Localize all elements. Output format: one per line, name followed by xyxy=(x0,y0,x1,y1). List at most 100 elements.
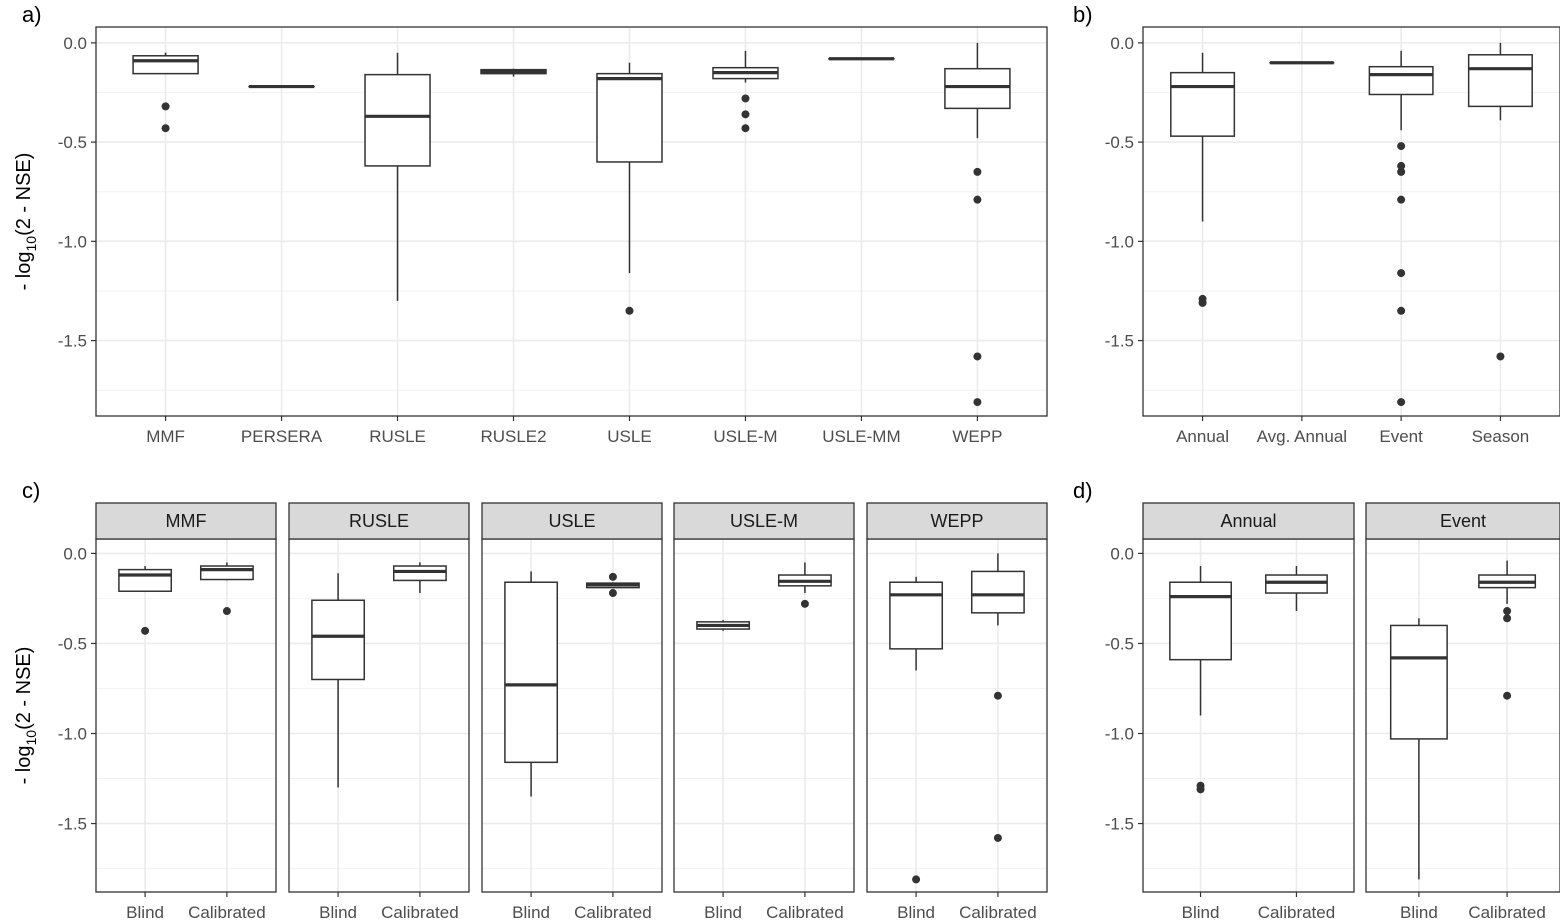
box-body xyxy=(504,581,559,764)
box-blind xyxy=(889,576,944,884)
x-tick-label: Blind xyxy=(126,903,164,921)
facet-strip xyxy=(288,502,470,540)
panel-letter: a) xyxy=(22,2,42,27)
outlier-point xyxy=(1196,785,1205,794)
x-tick-label: Event xyxy=(1379,427,1423,446)
x-tick-label: Blind xyxy=(1182,903,1220,921)
facet-strip-label: RUSLE xyxy=(349,511,409,531)
x-tick-label: Blind xyxy=(897,903,935,921)
outlier-point xyxy=(1397,142,1406,151)
outlier-point xyxy=(1496,352,1505,361)
facet-strip-label: USLE-M xyxy=(730,511,798,531)
box-body xyxy=(1368,65,1434,96)
panel-event: Event Blind Calibrated xyxy=(1365,502,1560,921)
outlier-point xyxy=(912,875,921,884)
x-tick-label: Calibrated xyxy=(766,903,844,921)
panel-wepp: WEPP Blind Calibrated xyxy=(866,502,1048,921)
box-calibrated xyxy=(1265,566,1328,612)
box-blind xyxy=(504,571,559,797)
facet-strip-label: USLE xyxy=(548,511,595,531)
box-body xyxy=(889,581,944,650)
y-tick-label: -1.0 xyxy=(1105,725,1134,744)
panel-annual: Annual Blind Calibrated 0.0 -0.5 -1.0 -1.5 xyxy=(1105,502,1355,921)
y-tick-label: -0.5 xyxy=(1105,133,1134,152)
x-tick-label: RUSLE2 xyxy=(480,427,546,446)
box-body xyxy=(1265,574,1328,594)
box-blind xyxy=(118,566,173,635)
x-tick-label: MMF xyxy=(146,427,185,446)
outlier-point xyxy=(1503,691,1512,700)
outlier-point xyxy=(1198,298,1207,307)
box-blind xyxy=(696,620,751,631)
x-tick-label: WEPP xyxy=(952,427,1002,446)
box-blind xyxy=(1169,566,1232,794)
panel-letter: d) xyxy=(1073,478,1093,503)
facet-strip-label: Annual xyxy=(1220,511,1276,531)
x-tick-label: Blind xyxy=(1400,903,1438,921)
outlier-point xyxy=(741,110,750,119)
box-body xyxy=(596,72,663,163)
box-body xyxy=(1170,71,1236,137)
box-calibrated xyxy=(777,562,832,608)
panel-b: Annual Avg. Annual Event Season 0.0 -0.5 -1.0 -… xyxy=(1105,26,1560,446)
y-tick-label: -1.5 xyxy=(58,815,87,834)
box-body xyxy=(1389,624,1448,740)
outlier-point xyxy=(973,398,982,407)
y-tick-label: -1.5 xyxy=(1105,815,1134,834)
outlier-point xyxy=(608,589,617,598)
box-usle xyxy=(596,62,663,315)
box-calibrated xyxy=(970,553,1025,842)
outlier-point xyxy=(161,124,170,133)
outlier-point xyxy=(1397,306,1406,315)
box-season xyxy=(1467,42,1533,361)
box-body xyxy=(1467,54,1533,108)
y-tick-label: -1.0 xyxy=(1105,232,1134,251)
x-tick-label: Avg. Annual xyxy=(1257,427,1347,446)
outlier-point xyxy=(161,102,170,111)
facet-strip xyxy=(1365,502,1560,540)
panel-border xyxy=(95,26,1048,417)
facet-strip-label: WEPP xyxy=(930,511,983,531)
x-tick-label: Calibrated xyxy=(1258,903,1336,921)
box-calibrated xyxy=(199,562,254,616)
panel-letter: b) xyxy=(1073,2,1093,27)
outlier-point xyxy=(800,599,809,608)
x-tick-label: Calibrated xyxy=(381,903,459,921)
facet-strip xyxy=(673,502,855,540)
box-mmf xyxy=(132,52,199,133)
panel-border xyxy=(673,538,855,893)
panel-usle: USLE Blind Calibrated xyxy=(481,502,663,921)
box-usle-m xyxy=(712,50,779,133)
box-rusle xyxy=(364,52,431,301)
facet-strip xyxy=(866,502,1048,540)
y-tick-label: -0.5 xyxy=(58,634,87,653)
box-rusle2 xyxy=(480,68,547,77)
panel-border xyxy=(288,538,470,893)
box-body xyxy=(970,570,1025,614)
outlier-point xyxy=(1503,607,1512,616)
box-blind xyxy=(1389,618,1448,880)
outlier-point xyxy=(993,691,1002,700)
outlier-point xyxy=(222,607,231,616)
box-calibrated xyxy=(392,562,447,594)
y-tick-label: -1.0 xyxy=(58,725,87,744)
box-event xyxy=(1368,50,1434,407)
outlier-point xyxy=(973,195,982,204)
facet-strip xyxy=(95,502,277,540)
y-tick-label: -1.5 xyxy=(58,332,87,351)
box-body xyxy=(311,599,366,681)
box-calibrated xyxy=(1478,560,1537,700)
x-tick-label: Season xyxy=(1472,427,1530,446)
x-tick-label: PERSERA xyxy=(241,427,323,446)
outlier-point xyxy=(993,833,1002,842)
outlier-point xyxy=(1397,269,1406,278)
box-body xyxy=(118,568,173,592)
box-calibrated xyxy=(585,572,640,598)
outlier-point xyxy=(741,94,750,103)
y-axis-title: - log10(2 - NSE) xyxy=(13,153,39,291)
outlier-point xyxy=(973,167,982,176)
box-body xyxy=(392,565,447,582)
y-tick-label: -1.5 xyxy=(1105,332,1134,351)
outlier-point xyxy=(1397,161,1406,170)
